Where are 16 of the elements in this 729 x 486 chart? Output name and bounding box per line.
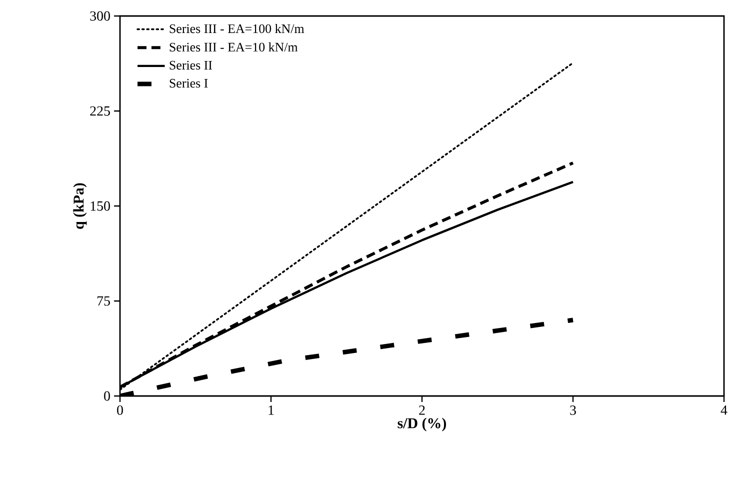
x-tick-label: 0 [117,405,123,415]
x-tick-label: 2 [419,406,425,415]
legend-label: Series III - EA=10 kN/m [170,42,298,52]
x-tick-label: 1 [268,405,274,415]
y-tick-label: 300 [90,11,110,21]
x-axis-title: s/D (%) [398,418,446,432]
y-axis-title: q (kPa) [73,183,87,229]
y-tick-label: 75 [97,296,110,306]
x-tick-label: 3 [570,406,576,415]
legend-label: Series I [170,78,208,88]
x-tick-label: 4 [720,405,728,415]
legend-label: Series III - EA=100 kN/m [170,24,304,34]
y-tick-label: 225 [90,106,110,116]
legend-label: Series II [170,60,212,70]
y-tick-label: 150 [90,201,110,211]
y-tick-label: 0 [104,391,110,401]
